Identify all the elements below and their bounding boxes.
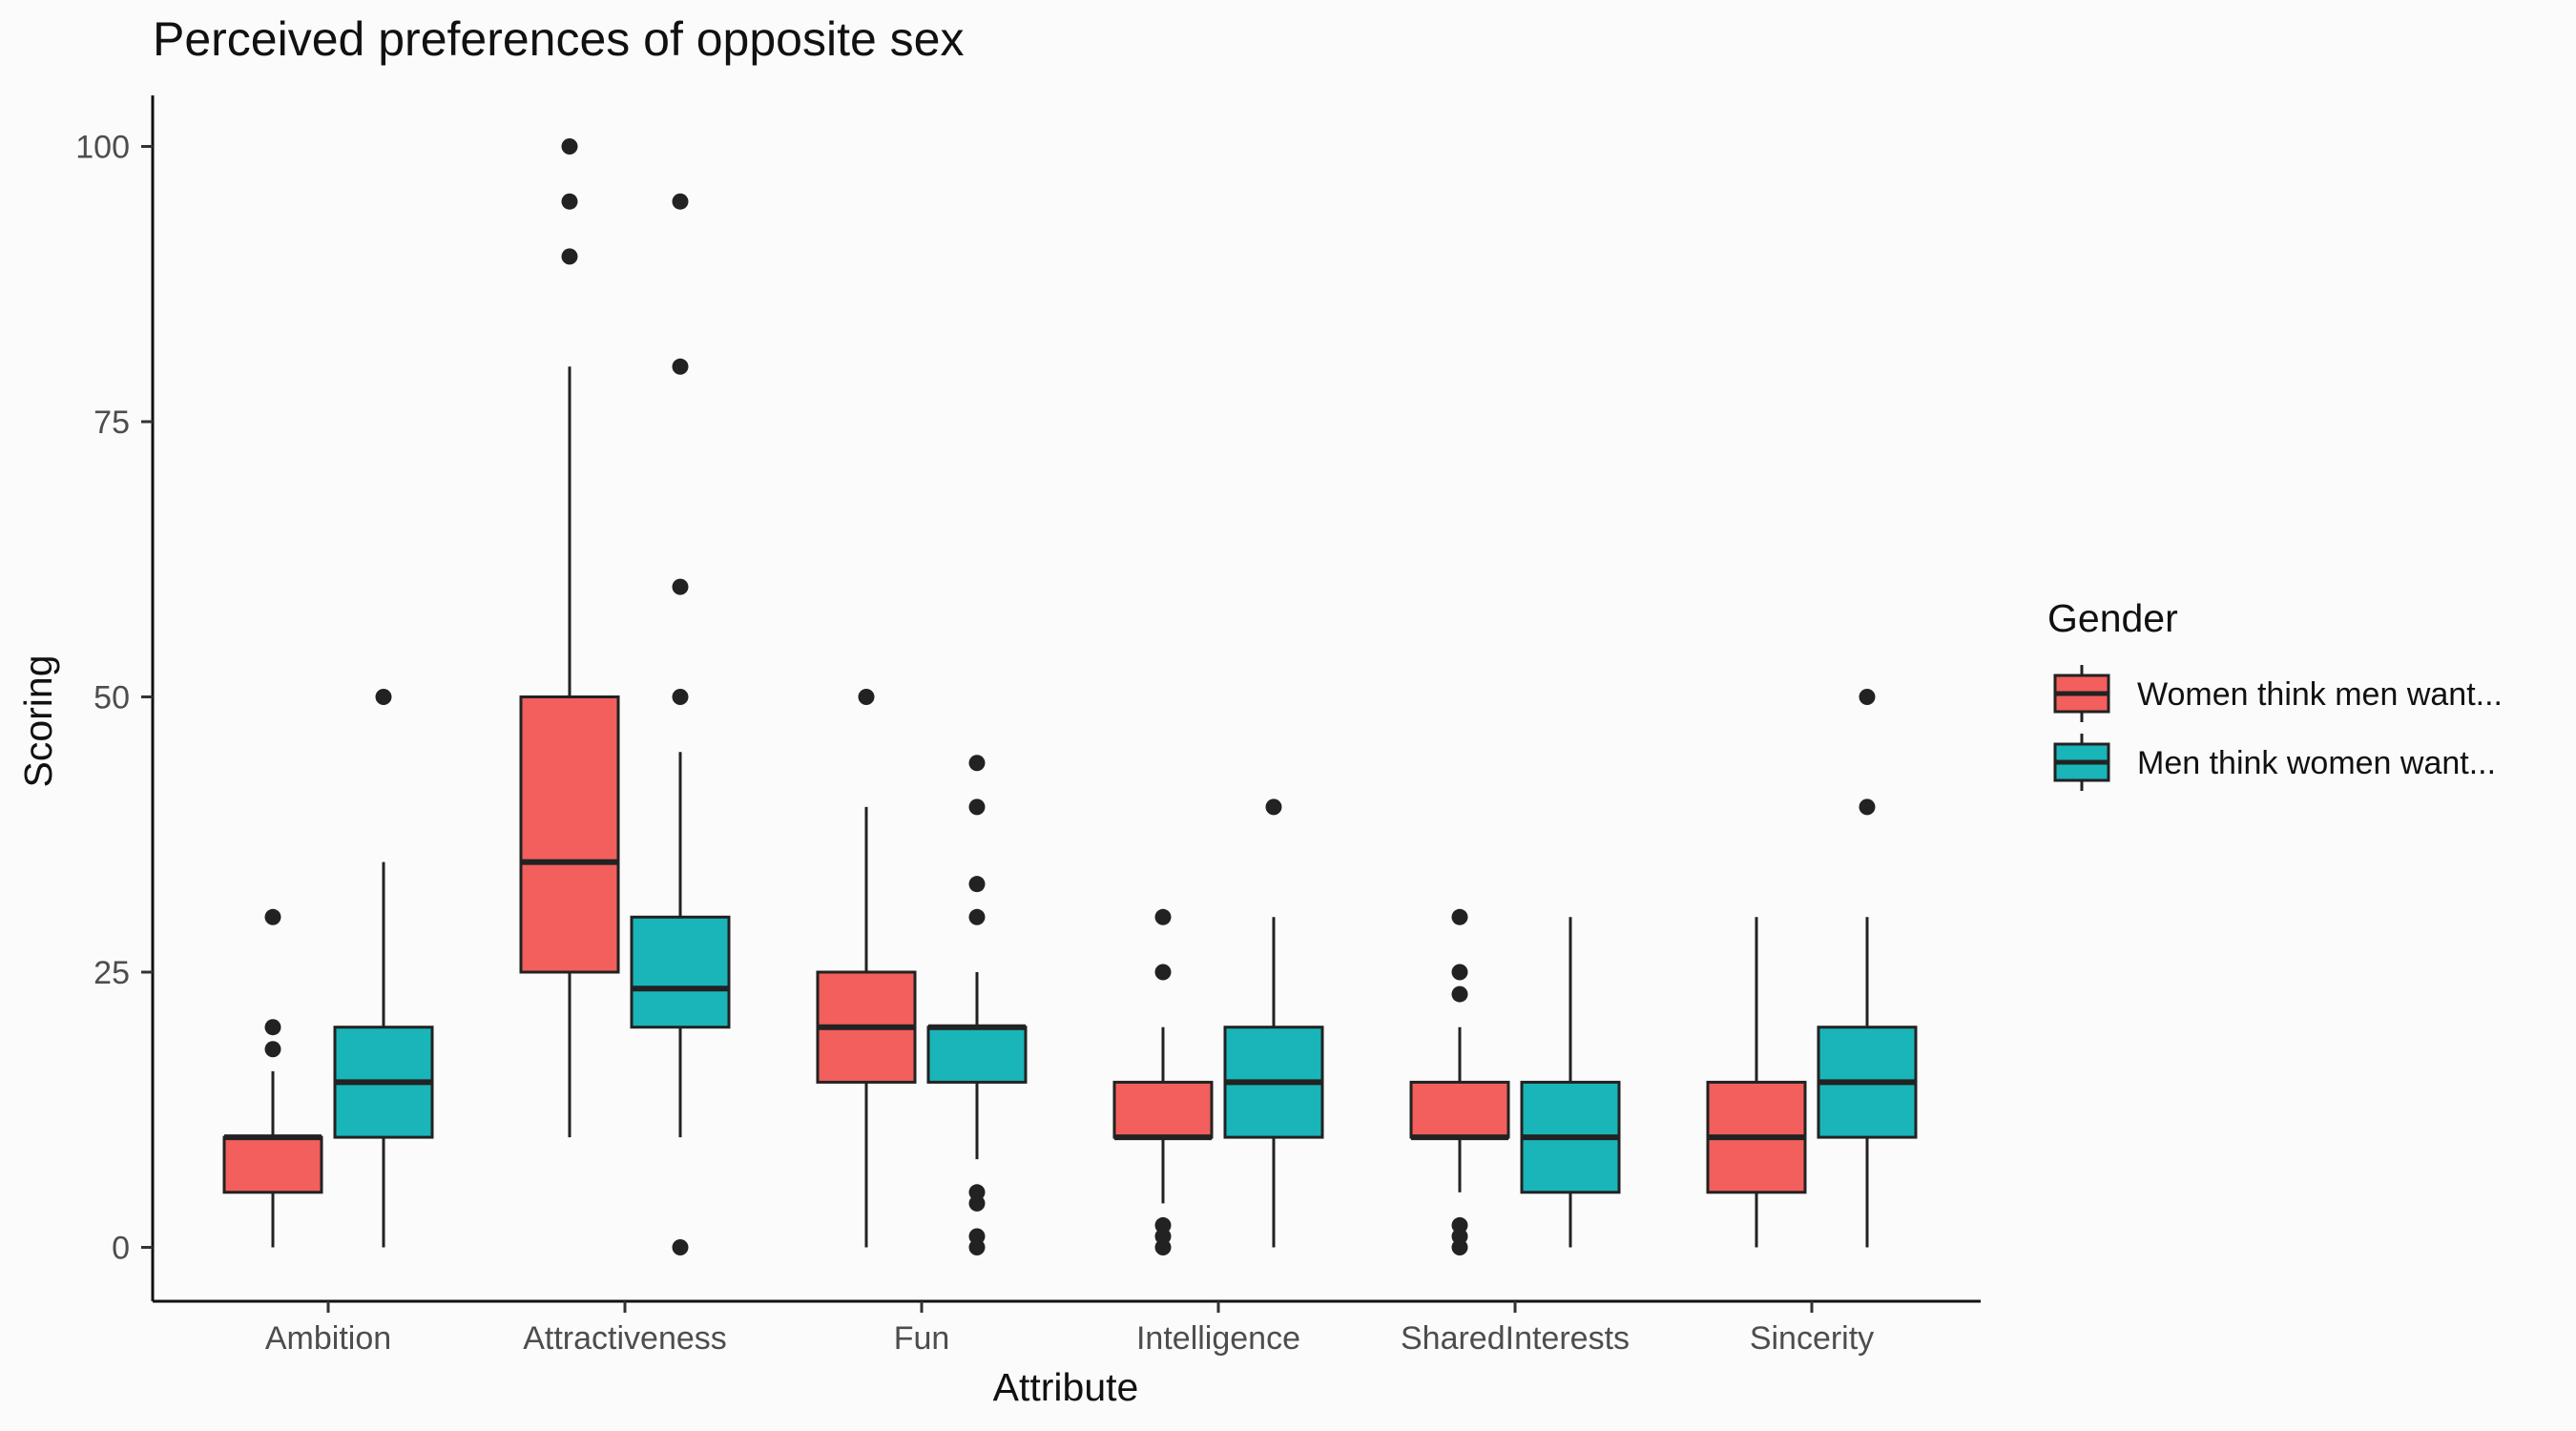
x-axis-title: Attribute [993, 1365, 1139, 1409]
x-tick-label: Intelligence [1136, 1320, 1300, 1357]
outlier-point [672, 193, 689, 210]
box [1409, 1080, 1510, 1139]
outlier-point [672, 689, 689, 705]
outlier-point [1859, 798, 1876, 816]
outlier-point [1859, 689, 1876, 705]
box [222, 1135, 323, 1194]
outlier-point [1451, 908, 1468, 925]
y-tick-label: 100 [75, 130, 130, 166]
outlier-point [264, 908, 281, 925]
outlier-point [561, 248, 578, 265]
outlier-point [672, 578, 689, 595]
box [519, 695, 620, 974]
x-tick-label: Attractiveness [523, 1320, 727, 1357]
y-tick-label: 75 [93, 404, 130, 441]
y-tick-label: 50 [93, 680, 130, 716]
outlier-point [1154, 964, 1172, 981]
legend-label: Men think women want... [2137, 745, 2496, 781]
y-tick-label: 25 [93, 955, 130, 991]
outlier-point [1451, 985, 1468, 1003]
box [630, 915, 731, 1029]
y-axis-title: Scoring [16, 654, 60, 787]
outlier-point [561, 138, 578, 155]
x-tick-label: Fun [894, 1320, 950, 1357]
outlier-point [264, 1019, 281, 1036]
x-tick-label: SharedInterests [1401, 1320, 1630, 1357]
box [1112, 1080, 1214, 1139]
outlier-point [672, 1239, 689, 1255]
y-tick-label: 0 [112, 1231, 130, 1267]
plot-area: 0 25 50 75 100 Ambition Attractiveness Fun Intel… [75, 95, 1981, 1357]
outlier-point [858, 689, 875, 705]
chart-title: Perceived preferences of opposite sex [153, 12, 965, 66]
outlier-point [1154, 1216, 1172, 1234]
outlier-point [968, 876, 986, 893]
legend-label: Women think men want... [2137, 676, 2503, 713]
outlier-point [561, 193, 578, 210]
outlier-point [968, 755, 986, 772]
outlier-point [1451, 964, 1468, 981]
outlier-point [968, 1184, 986, 1201]
box [926, 1026, 1028, 1084]
outlier-point [1265, 798, 1282, 816]
x-tick-label: Sincerity [1750, 1320, 1874, 1357]
legend-title: Gender [2047, 596, 2178, 640]
legend: Gender Women think men want... Men think … [2047, 596, 2503, 791]
outlier-point [1154, 908, 1172, 925]
outlier-point [672, 358, 689, 375]
x-tick-label: Ambition [265, 1320, 391, 1357]
outlier-point [264, 1041, 281, 1058]
outlier-point [375, 689, 392, 705]
outlier-point [968, 1228, 986, 1245]
outlier-point [968, 908, 986, 925]
outlier-point [968, 798, 986, 816]
outlier-point [1451, 1216, 1468, 1234]
